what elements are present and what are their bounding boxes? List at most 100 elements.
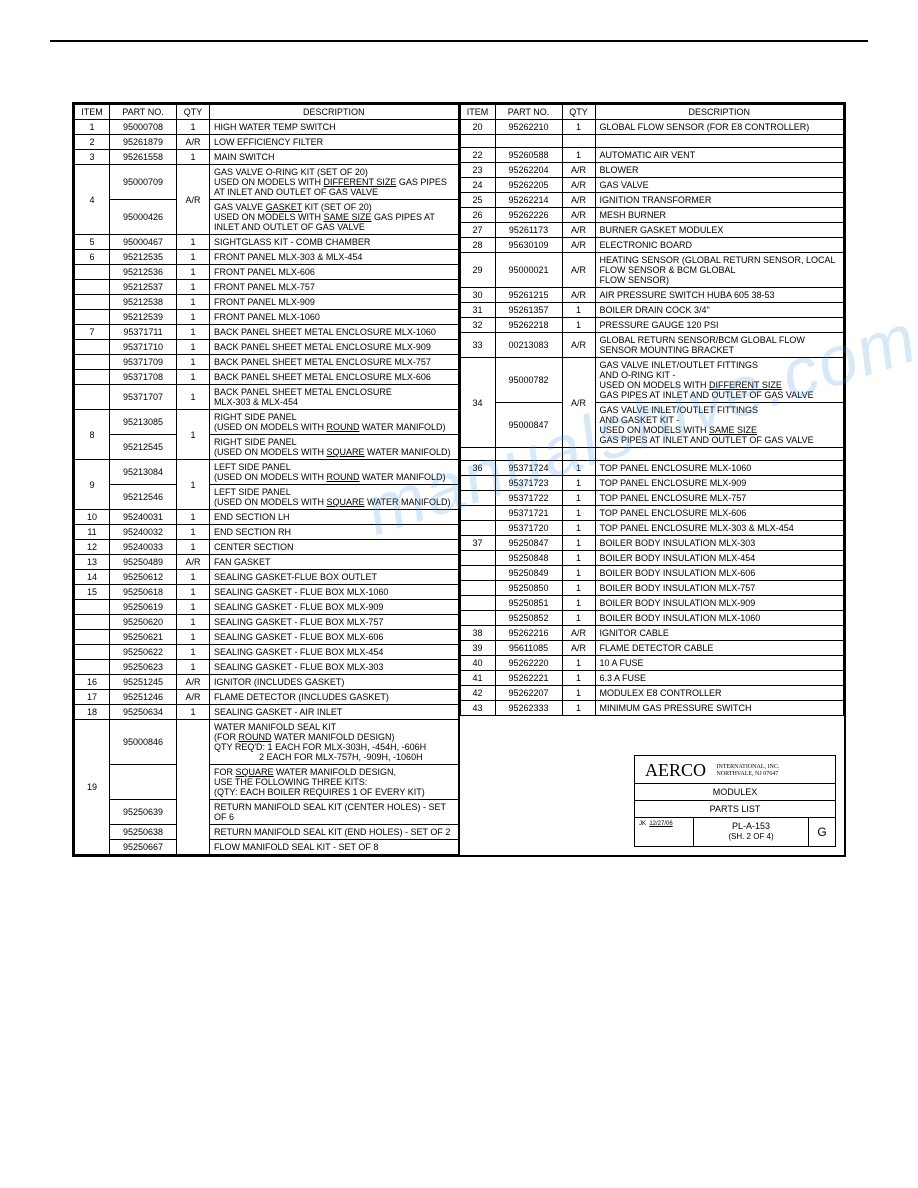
cell-item <box>460 506 495 521</box>
cell-desc: MESH BURNER <box>595 208 844 223</box>
cell-desc: TOP PANEL ENCLOSURE MLX-303 & MLX-454 <box>595 521 844 536</box>
hdr-desc: DESCRIPTION <box>595 105 844 120</box>
company-sub: INTERNATIONAL, INC.NORTHVALE, NJ 07647 <box>717 764 780 778</box>
cell-qty: 1 <box>562 491 595 506</box>
table-row: 7953717111BACK PANEL SHEET METAL ENCLOSU… <box>75 325 459 340</box>
cell-item <box>75 615 110 630</box>
cell-qty: A/R <box>562 208 595 223</box>
cell-desc: FLAME DETECTOR CABLE <box>595 641 844 656</box>
cell-qty: 1 <box>177 295 210 310</box>
cell-item: 20 <box>460 120 495 135</box>
table-row: 9952130841LEFT SIDE PANEL(USED ON MODELS… <box>75 460 459 485</box>
cell-item: 19 <box>75 720 110 855</box>
cell-part: 95212545 <box>110 435 177 460</box>
cell-part: 95212537 <box>110 280 177 295</box>
cell-part: 95240032 <box>110 525 177 540</box>
table-row: 952506221SEALING GASKET - FLUE BOX MLX-4… <box>75 645 459 660</box>
table-row: 95250639RETURN MANIFOLD SEAL KIT (CENTER… <box>75 800 459 825</box>
hdr-part: PART NO. <box>495 105 562 120</box>
parts-table-right: ITEM PART NO. QTY DESCRIPTION 2095262210… <box>460 104 845 716</box>
cell-part: 95250612 <box>110 570 177 585</box>
table-row: 1395250489A/RFAN GASKET <box>75 555 459 570</box>
table-row: 952125371FRONT PANEL MLX-757 <box>75 280 459 295</box>
cell-part: 95260588 <box>495 148 562 163</box>
cell-part: 95212539 <box>110 310 177 325</box>
cell-item: 37 <box>460 536 495 551</box>
cell-desc: FRONT PANEL MLX-1060 <box>210 310 459 325</box>
cell-desc: AIR PRESSURE SWITCH HUBA 605 38-53 <box>595 288 844 303</box>
table-row: 952508511BOILER BODY INSULATION MLX-909 <box>460 596 844 611</box>
cell-desc: HIGH WATER TEMP SWITCH <box>210 120 459 135</box>
cell-part: 95250848 <box>495 551 562 566</box>
hdr-item: ITEM <box>460 105 495 120</box>
hdr-item: ITEM <box>75 105 110 120</box>
table-row: 18952506341SEALING GASKET - AIR INLET <box>75 705 459 720</box>
cell-qty: 1 <box>177 385 210 410</box>
cell-part: 95213085 <box>110 410 177 435</box>
cell-desc: BOILER DRAIN COCK 3/4" <box>595 303 844 318</box>
table-row: 952508481BOILER BODY INSULATION MLX-454 <box>460 551 844 566</box>
cell-qty: 1 <box>177 310 210 325</box>
cell-item <box>75 660 110 675</box>
cell-qty: A/R <box>177 675 210 690</box>
approval-box: JK 12/27/06 <box>635 818 694 846</box>
table-row: 952508491BOILER BODY INSULATION MLX-606 <box>460 566 844 581</box>
cell-item: 25 <box>460 193 495 208</box>
cell-item: 11 <box>75 525 110 540</box>
cell-part: 95630109 <box>495 238 562 253</box>
table-row: 20952622101GLOBAL FLOW SENSOR (FOR E8 CO… <box>460 120 844 135</box>
cell-qty: A/R <box>562 238 595 253</box>
table-row: 2595262214A/RIGNITION TRANSFORMER <box>460 193 844 208</box>
cell-desc: FLAME DETECTOR (INCLUDES GASKET) <box>210 690 459 705</box>
cell-qty: 1 <box>562 303 595 318</box>
table-row: 6952125351FRONT PANEL MLX-303 & MLX-454 <box>75 250 459 265</box>
cell-desc: 6.3 A FUSE <box>595 671 844 686</box>
cell-desc: FRONT PANEL MLX-303 & MLX-454 <box>210 250 459 265</box>
cell-part: 95261173 <box>495 223 562 238</box>
cell-qty: 1 <box>177 510 210 525</box>
table-row: 95000847GAS VALVE INLET/OUTLET FITTINGSA… <box>460 403 844 448</box>
cell-qty: 1 <box>562 521 595 536</box>
table-row <box>460 448 844 461</box>
cell-item <box>75 340 110 355</box>
cell-part: 95371720 <box>495 521 562 536</box>
cell-item: 16 <box>75 675 110 690</box>
table-row: 953717101BACK PANEL SHEET METAL ENCLOSUR… <box>75 340 459 355</box>
table-row: 8952130851RIGHT SIDE PANEL(USED ON MODEL… <box>75 410 459 435</box>
cell-part: 95000021 <box>495 253 562 288</box>
cell-part: 95251246 <box>110 690 177 705</box>
cell-item: 6 <box>75 250 110 265</box>
cell-desc: TOP PANEL ENCLOSURE MLX-909 <box>595 476 844 491</box>
table-row: 1950007081HIGH WATER TEMP SWITCH <box>75 120 459 135</box>
cell-part: 95250638 <box>110 825 177 840</box>
cell-part: 95250639 <box>110 800 177 825</box>
cell-part: 95250619 <box>110 600 177 615</box>
table-row: 1795251246A/RFLAME DETECTOR (INCLUDES GA… <box>75 690 459 705</box>
cell-item: 9 <box>75 460 110 510</box>
table-row <box>460 135 844 148</box>
cell-part: 95371721 <box>495 506 562 521</box>
cell-part: 95000782 <box>495 358 562 403</box>
cell-part: 95250489 <box>110 555 177 570</box>
cell-part: 95262205 <box>495 178 562 193</box>
table-row: 419526222116.3 A FUSE <box>460 671 844 686</box>
drawing-sheet: manualshive.com ITEM PART NO. QTY DESCRI… <box>72 102 846 857</box>
cell-part: 95262204 <box>495 163 562 178</box>
cell-item: 23 <box>460 163 495 178</box>
cell-item: 31 <box>460 303 495 318</box>
cell-desc: BACK PANEL SHEET METAL ENCLOSURE MLX-909 <box>210 340 459 355</box>
cell-part: 95250667 <box>110 840 177 855</box>
cell-desc: HEATING SENSOR (GLOBAL RETURN SENSOR, LO… <box>595 253 844 288</box>
cell-item: 17 <box>75 690 110 705</box>
cell-qty: 1 <box>177 280 210 295</box>
table-row: 952508521BOILER BODY INSULATION MLX-1060 <box>460 611 844 626</box>
cell-part: 95262210 <box>495 120 562 135</box>
cell-item: 12 <box>75 540 110 555</box>
cell-qty: 1 <box>562 611 595 626</box>
cell-item: 36 <box>460 461 495 476</box>
table-row: 2795261173A/RBURNER GASKET MODULEX <box>460 223 844 238</box>
cell-item <box>460 596 495 611</box>
table-row: 2995000021A/RHEATING SENSOR (GLOBAL RETU… <box>460 253 844 288</box>
cell-part: 95250618 <box>110 585 177 600</box>
cell-desc: TOP PANEL ENCLOSURE MLX-606 <box>595 506 844 521</box>
